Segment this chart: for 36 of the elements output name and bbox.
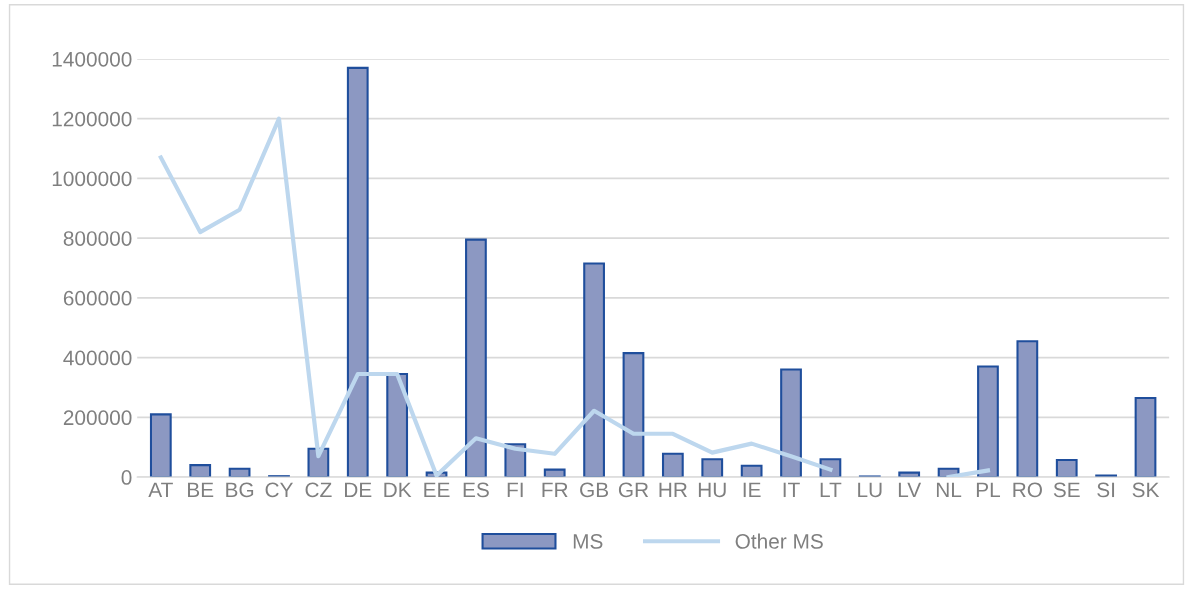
x-tick-label: NL <box>936 482 962 498</box>
legend-label: Other MS <box>735 533 823 549</box>
y-tick-label: 800000 <box>63 231 132 246</box>
y-tick-label: 400000 <box>63 350 132 366</box>
x-tick-label: DK <box>384 482 412 498</box>
x-tick-label: SE <box>1053 482 1080 498</box>
x-tick-label: HU <box>698 482 726 498</box>
x-tick-label: GB <box>580 482 609 498</box>
x-tick-label: FI <box>507 482 523 498</box>
x-tick-label: LV <box>898 482 922 498</box>
y-tick-label: 200000 <box>63 410 132 426</box>
y-tick-label: 0 <box>121 470 132 485</box>
x-tick-label: BG <box>226 482 254 498</box>
x-tick-label: EE <box>424 482 450 498</box>
x-tick-label: AT <box>148 482 173 498</box>
x-tick-label: IE <box>743 482 761 498</box>
x-tick-label: BE <box>188 482 214 498</box>
x-tick-label: GR <box>618 482 649 498</box>
y-tick-label: 1400000 <box>52 51 132 67</box>
x-tick-label: PL <box>976 482 1001 498</box>
x-tick-label: RO <box>1013 482 1042 498</box>
x-tick-label: IT <box>783 482 800 498</box>
x-tick-label: SK <box>1132 482 1160 498</box>
y-tick-label: 600000 <box>63 290 132 306</box>
x-tick-label: LT <box>820 482 842 498</box>
legend-label: MS <box>573 534 603 549</box>
x-tick-label: CY <box>265 482 293 498</box>
x-tick-label: FR <box>542 482 568 498</box>
x-tick-label: LU <box>858 482 882 498</box>
x-tick-label: HR <box>659 482 687 498</box>
y-tick-label: 1200000 <box>52 111 132 127</box>
y-tick-label: 1000000 <box>52 171 132 187</box>
x-tick-label: SI <box>1097 482 1115 498</box>
x-tick-label: CZ <box>305 482 332 498</box>
x-tick-label: ES <box>463 482 489 498</box>
x-tick-label: DE <box>345 482 372 498</box>
